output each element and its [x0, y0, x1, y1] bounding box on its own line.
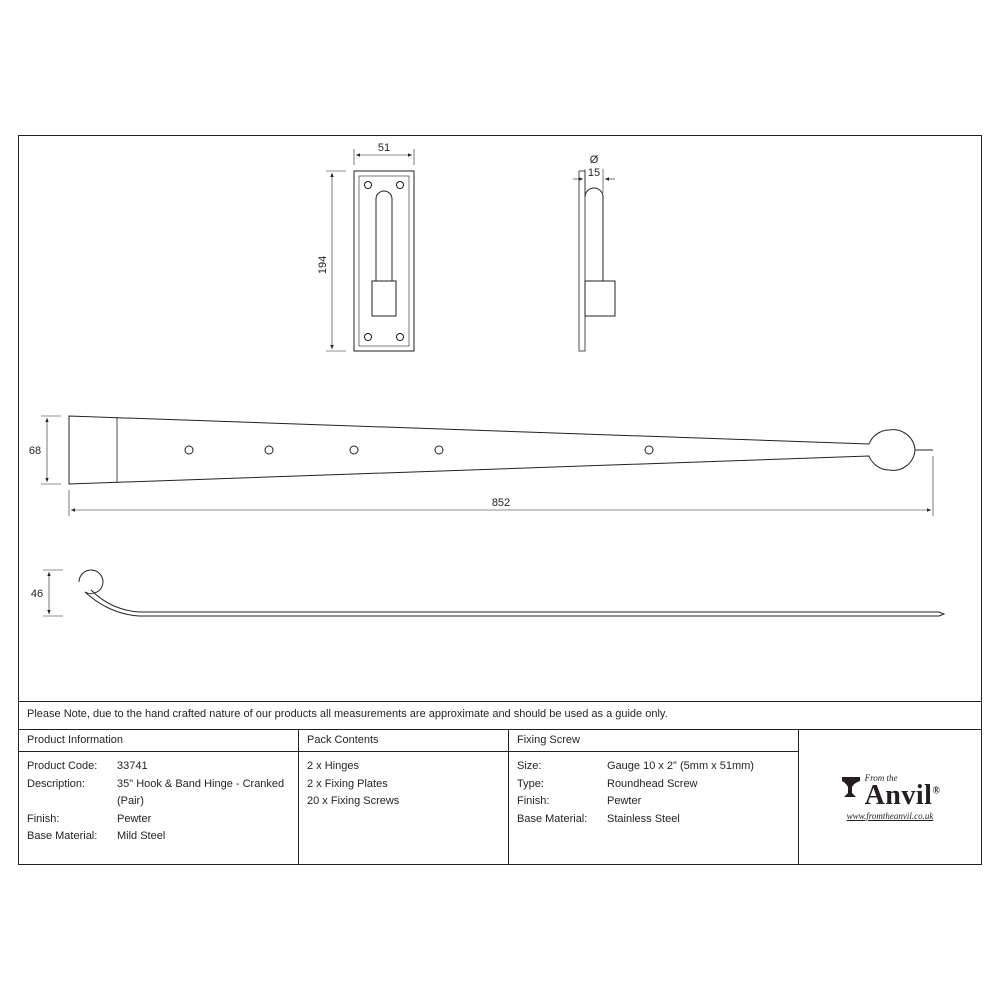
fixing-plate-side: Ø 15	[573, 154, 615, 351]
dim-pin: 15	[588, 167, 600, 179]
technical-drawing: 51 194 Ø 15	[19, 136, 981, 701]
col-fixing-screw: Fixing Screw Size:Gauge 10 x 2" (5mm x 5…	[509, 730, 799, 864]
table-row: Type:Roundhead Screw	[517, 776, 790, 794]
table-row: Base Material:Stainless Steel	[517, 811, 790, 829]
dim-plate-width: 51	[378, 142, 390, 154]
brand-logo: From the Anvil® www.fromtheanvil.co.uk	[799, 730, 981, 864]
info-table: Product Information Product Code:33741 D…	[19, 729, 981, 864]
hinge-band-side: 46	[31, 570, 944, 616]
list-item: 20 x Fixing Screws	[307, 793, 500, 811]
logo-url: www.fromtheanvil.co.uk	[847, 811, 934, 821]
col-product-info: Product Information Product Code:33741 D…	[19, 730, 299, 864]
table-row: Product Code:33741	[27, 758, 290, 776]
header-fixing-screw: Fixing Screw	[509, 730, 798, 752]
dim-diameter-symbol: Ø	[590, 154, 599, 166]
dim-plate-height: 194	[317, 256, 329, 274]
table-row: Base Material:Mild Steel	[27, 828, 290, 846]
list-item: 2 x Hinges	[307, 758, 500, 776]
header-product-info: Product Information	[19, 730, 298, 752]
dim-band-length: 852	[492, 497, 510, 509]
fixing-plate-front: 51 194	[317, 142, 414, 351]
header-pack-contents: Pack Contents	[299, 730, 508, 752]
table-row: Size:Gauge 10 x 2" (5mm x 51mm)	[517, 758, 790, 776]
dim-band-height: 68	[29, 445, 41, 457]
anvil-icon	[840, 773, 862, 799]
list-item: 2 x Fixing Plates	[307, 776, 500, 794]
measurement-note: Please Note, due to the hand crafted nat…	[19, 701, 981, 729]
hinge-band-top: 68 852	[29, 416, 933, 516]
logo-name: Anvil	[865, 780, 933, 811]
drawing-sheet: 51 194 Ø 15	[18, 135, 982, 865]
table-row: Description:35" Hook & Band Hinge - Cran…	[27, 776, 290, 811]
table-row: Finish:Pewter	[517, 793, 790, 811]
col-pack-contents: Pack Contents 2 x Hinges 2 x Fixing Plat…	[299, 730, 509, 864]
dim-crank-height: 46	[31, 588, 43, 600]
table-row: Finish:Pewter	[27, 811, 290, 829]
